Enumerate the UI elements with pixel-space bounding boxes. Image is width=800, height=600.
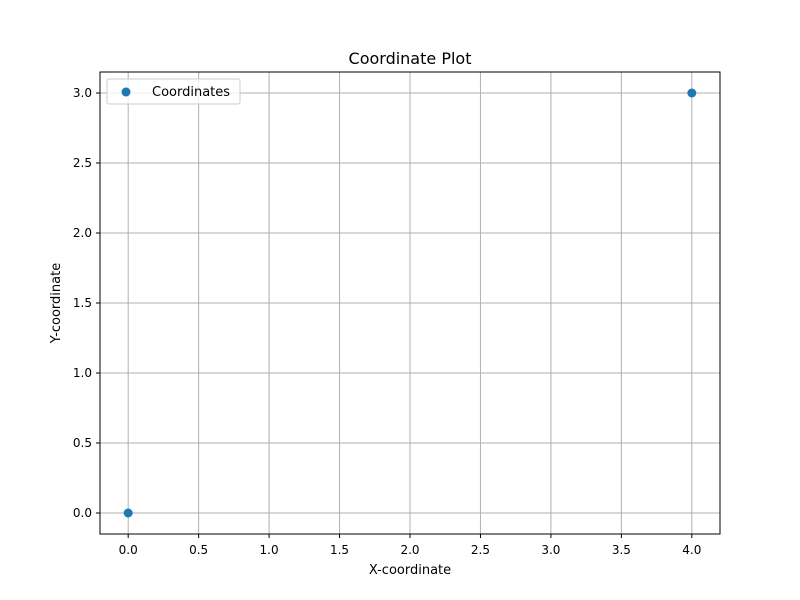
data-point [687, 88, 697, 98]
y-tick-label: 2.5 [73, 156, 92, 170]
x-tick-label: 1.0 [260, 543, 279, 557]
legend-marker [121, 87, 131, 97]
y-tick-label: 0.5 [73, 436, 92, 450]
x-tick-label: 1.5 [330, 543, 349, 557]
y-tick-label: 0.0 [73, 506, 92, 520]
data-points [123, 88, 697, 518]
grid [100, 72, 720, 534]
y-axis-ticks: 0.0 0.5 1.0 1.5 2.0 2.5 3.0 [73, 86, 100, 520]
x-tick-label: 2.0 [400, 543, 419, 557]
legend-label: Coordinates [152, 85, 230, 100]
y-tick-label: 1.0 [73, 366, 92, 380]
legend-box [106, 78, 241, 105]
x-tick-label: 3.0 [541, 543, 560, 557]
x-tick-label: 4.0 [682, 543, 701, 557]
x-tick-label: 2.5 [471, 543, 490, 557]
x-axis-ticks: 0.0 0.5 1.0 1.5 2.0 2.5 3.0 3.5 4.0 [119, 534, 701, 557]
y-tick-label: 1.5 [73, 296, 92, 310]
x-axis-label: X-coordinate [369, 563, 451, 578]
y-axis-label: Y-coordinate [49, 263, 64, 344]
y-tick-label: 2.0 [73, 226, 92, 240]
x-tick-label: 0.0 [119, 543, 138, 557]
data-point [123, 508, 133, 518]
legend: Coordinates [106, 78, 241, 105]
chart-title: Coordinate Plot [349, 49, 472, 68]
y-tick-label: 3.0 [73, 86, 92, 100]
x-tick-label: 3.5 [612, 543, 631, 557]
x-tick-label: 0.5 [189, 543, 208, 557]
